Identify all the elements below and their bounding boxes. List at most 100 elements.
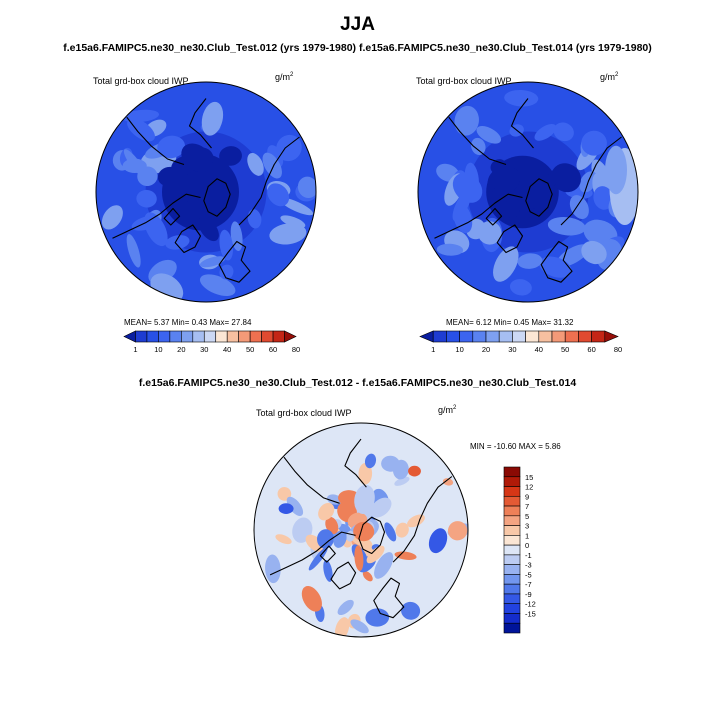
diff-map-cell-68 [333, 530, 347, 548]
diff-map-cell-37 [401, 601, 421, 620]
right-map-cell-15 [539, 256, 572, 278]
diff-colorbar-label-7: 0 [525, 541, 529, 550]
right-map-cell-47 [516, 193, 535, 214]
diff-panel-units: g/m2 [438, 405, 457, 415]
right-map-cell-25 [504, 89, 539, 107]
diff-colorbar-label-3: 7 [525, 502, 529, 511]
diff-map-cell-14 [384, 522, 397, 542]
right-colorbar-label-3: 30 [508, 345, 516, 354]
diff-map-cell-53 [366, 545, 385, 564]
right-colorbar-box-10 [551, 330, 566, 343]
left-colorbar-label-7: 80 [292, 345, 300, 354]
left-map-cell-30 [269, 223, 307, 245]
diff-map-cell-7 [358, 462, 373, 485]
left-colorbar-label-3: 30 [200, 345, 208, 354]
left-map-coastline-0 [203, 178, 231, 217]
diff-colorbar-label-12: -9 [525, 590, 532, 599]
diff-colorbar-label-4: 5 [525, 512, 529, 521]
diff-colorbar-label-6: 1 [525, 531, 529, 540]
figure-title: JJA [340, 14, 375, 35]
right-map-cell-27 [593, 186, 614, 210]
right-colorbar-box-8 [525, 330, 540, 343]
diff-colorbar-box-2 [503, 486, 521, 497]
left-map-outline [95, 81, 317, 303]
right-colorbar: 1 10 20 30 40 50 60 80 [419, 330, 622, 354]
right-map-coastline-2 [496, 224, 524, 254]
right-panel-stats: MEAN= 6.12 Min= 0.45 Max= 31.32 [446, 318, 574, 327]
diff-colorbar-box-13 [503, 593, 521, 605]
difference-title: f.e15a6.FAMIPC5.ne30_ne30.Club_Test.012 … [138, 377, 577, 389]
left-colorbar-box-1 [135, 330, 148, 343]
diff-colorbar-box-9 [503, 554, 521, 565]
diff-map-coastline-6 [283, 456, 340, 504]
right-colorbar-end-low [419, 330, 434, 343]
left-colorbar-end-high [284, 330, 297, 343]
diff-map-cell-65 [350, 619, 369, 634]
diff-map-cell-71 [278, 503, 294, 514]
diff-map-coastline-0 [358, 516, 386, 555]
left-panel-stats: MEAN= 5.37 Min= 0.43 Max= 27.84 [124, 318, 252, 327]
right-colorbar-box-7 [512, 330, 526, 343]
diff-colorbar-label-2: 9 [525, 492, 529, 501]
right-colorbar-label-1: 10 [455, 345, 463, 354]
right-map-cell-37 [436, 243, 464, 256]
right-map-cell-19 [471, 137, 486, 155]
right-colorbar-box-9 [538, 330, 553, 343]
diff-map-cell-44 [325, 516, 339, 535]
right-colorbar-box-3 [459, 330, 474, 343]
left-map-cell-22 [297, 176, 316, 199]
diff-map-cell-57 [354, 484, 375, 514]
diff-map-cell-60 [317, 529, 334, 549]
diff-colorbar-box-11 [503, 574, 521, 585]
diff-map-cell-63 [395, 522, 409, 538]
left-colorbar-box-11 [249, 330, 262, 343]
diff-colorbar-box-12 [503, 583, 521, 595]
diff-colorbar-label-13: -12 [525, 600, 536, 609]
diff-map-cell-4 [447, 521, 468, 541]
right-colorbar-label-2: 20 [482, 345, 490, 354]
diff-map-coastline-2 [330, 561, 357, 590]
diff-map-cell-41 [442, 478, 454, 486]
left-colorbar-label-6: 60 [269, 345, 277, 354]
diff-map-cell-50 [323, 559, 333, 582]
diff-map-cell-23 [265, 554, 281, 584]
diff-map-cell-15 [365, 608, 390, 627]
right-colorbar-box-1 [432, 330, 447, 343]
diff-map-coastline-5 [373, 577, 405, 619]
left-map-cell-45 [198, 217, 219, 242]
right-map-cell-35 [452, 172, 483, 203]
left-colorbar-box-5 [181, 330, 194, 343]
left-map-cell-32 [247, 209, 262, 229]
left-colorbar-box-3 [158, 330, 171, 343]
diff-colorbar-box-14 [503, 603, 521, 614]
left-map-coastline-7 [188, 98, 212, 149]
diff-colorbar-box-4 [503, 505, 521, 517]
left-colorbar-label-0: 1 [133, 345, 137, 354]
left-map-coastline-6 [126, 116, 185, 166]
right-map-coastline-7 [510, 98, 534, 149]
diff-colorbar-label-11: -7 [525, 580, 532, 589]
left-colorbar-box-6 [192, 330, 205, 343]
diff-panel-stats: MIN = -10.60 MAX = 5.86 [470, 442, 561, 451]
left-colorbar-label-4: 40 [223, 345, 231, 354]
left-colorbar-label-2: 20 [177, 345, 185, 354]
right-map-cell-29 [454, 105, 479, 136]
right-map-cell-24 [493, 246, 519, 282]
left-map-cell-24 [127, 118, 155, 142]
left-map-field [96, 82, 316, 302]
right-panel-title: Total grd-box cloud IWP [416, 76, 512, 86]
diff-colorbar-label-14: -15 [525, 609, 536, 618]
diff-map-cell-59 [364, 453, 377, 469]
diff-map-cell-55 [286, 496, 304, 517]
left-panel-units: g/m2 [275, 72, 294, 82]
left-map-cell-10 [101, 205, 123, 230]
right-map-cell-50 [581, 240, 607, 265]
left-map-cell-35 [199, 274, 236, 297]
left-colorbar-box-8 [215, 330, 228, 343]
right-map-coastline-1 [434, 193, 523, 239]
diff-colorbar-box-15 [503, 613, 521, 624]
right-map-cell-33 [453, 203, 473, 234]
diff-colorbar-box-5 [503, 515, 521, 526]
right-colorbar-box-2 [446, 330, 460, 343]
